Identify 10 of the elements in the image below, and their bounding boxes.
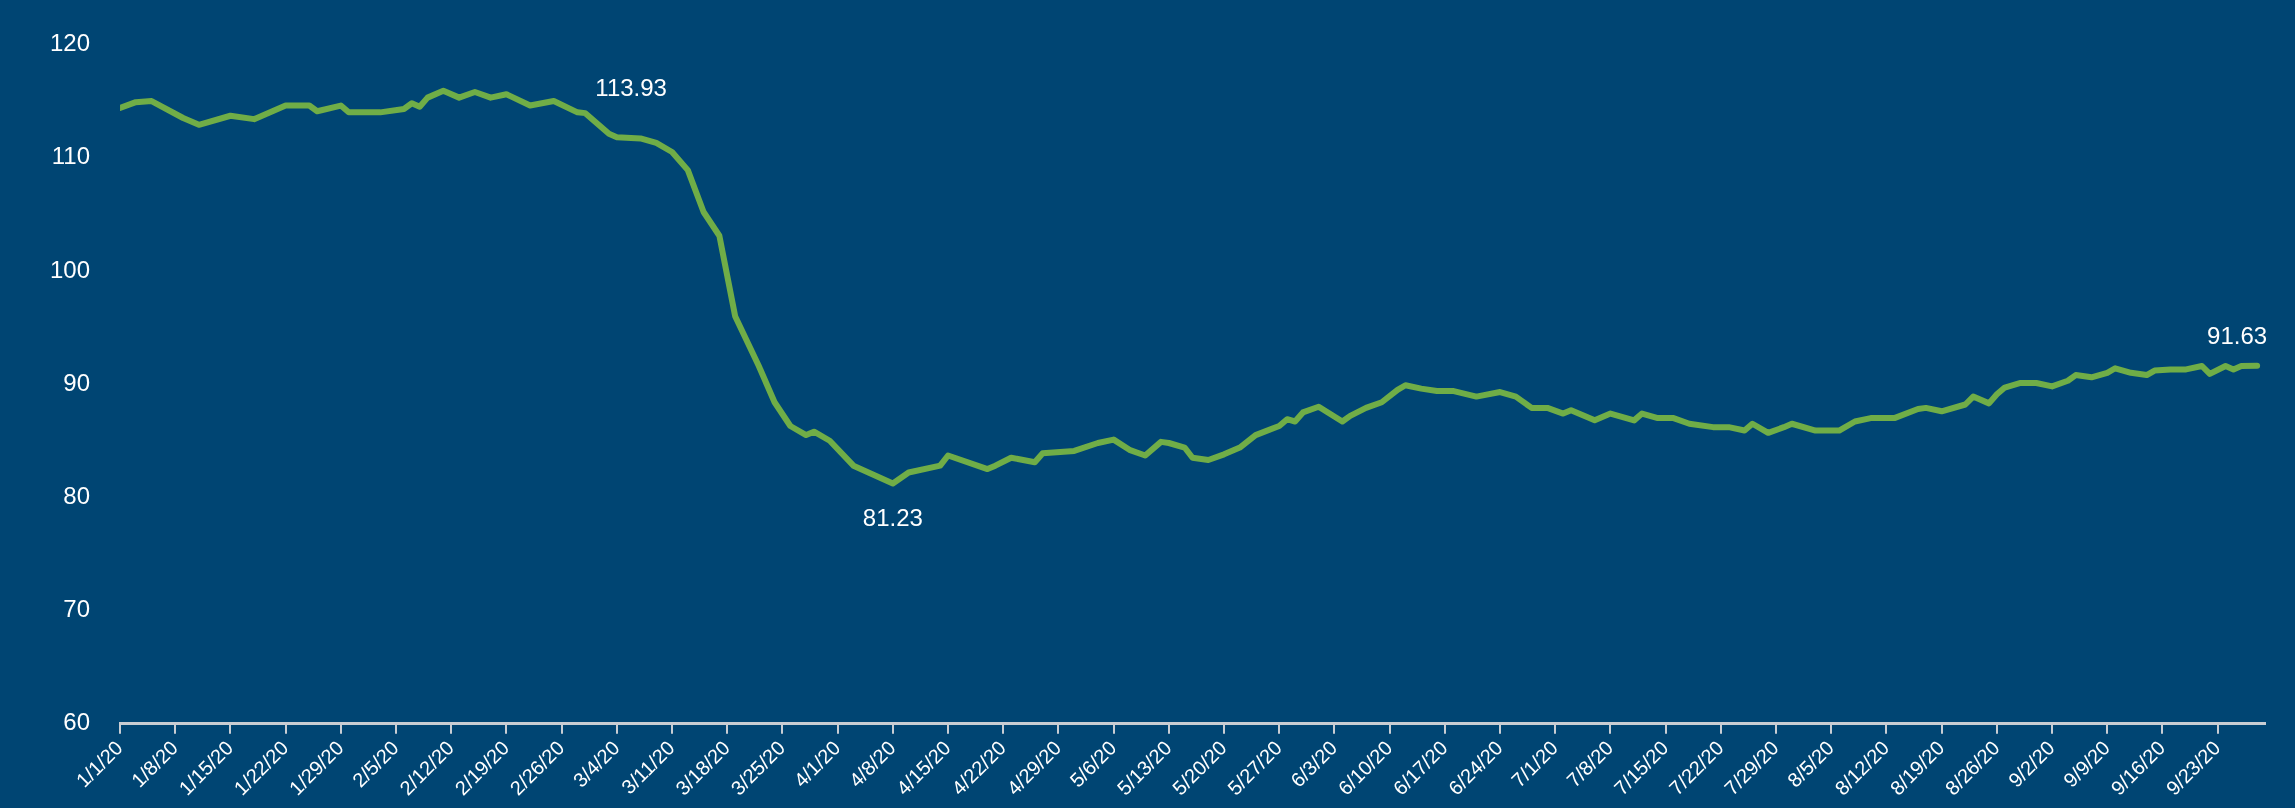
data-label: 113.93 [595, 73, 667, 101]
y-tick-label: 70 [63, 595, 91, 623]
y-tick-label: 120 [50, 29, 91, 57]
y-tick-label: 80 [63, 481, 91, 509]
data-label: 91.63 [2207, 322, 2268, 350]
y-tick-label: 90 [63, 368, 91, 396]
y-tick-label: 110 [51, 142, 91, 170]
y-tick-label: 100 [50, 255, 91, 283]
y-tick-label: 60 [63, 708, 91, 736]
data-label: 81.23 [862, 504, 923, 532]
